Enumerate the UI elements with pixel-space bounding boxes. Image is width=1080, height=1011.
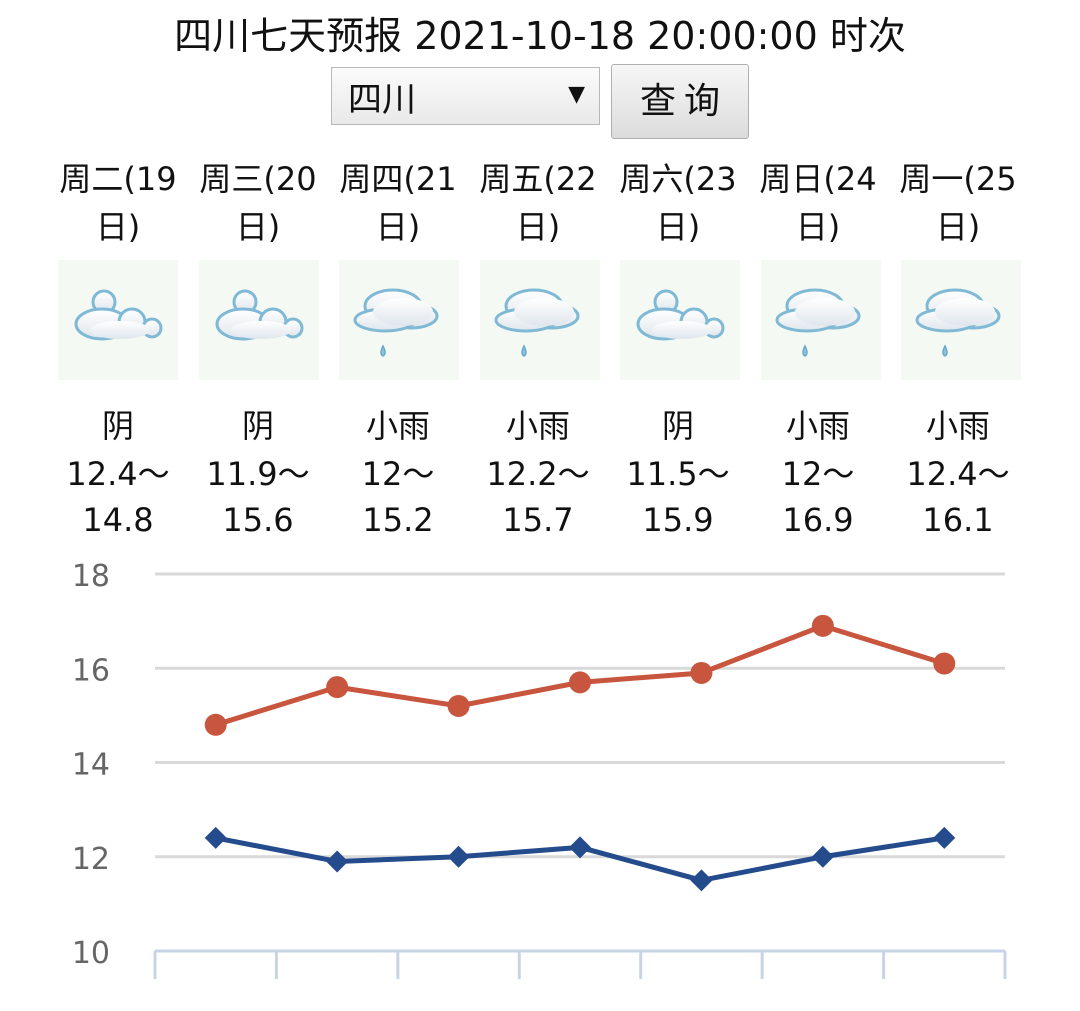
region-select-value: 四川 xyxy=(348,80,416,120)
day-label: 周一(25 日) xyxy=(888,155,1028,251)
temperature-range-low: 12.2～ xyxy=(486,455,590,493)
weather-description: 阴 xyxy=(241,407,274,445)
y-tick-label: 10 xyxy=(72,936,110,971)
day-label-weekday: 周日(24 xyxy=(759,160,877,198)
temperature-range: 12～ 15.2 xyxy=(328,451,468,543)
light-rain-icon xyxy=(480,260,600,380)
temperature-range-high: 15.9 xyxy=(642,501,714,539)
overcast-cloud-icon xyxy=(620,260,740,380)
data-point xyxy=(690,661,713,684)
data-point xyxy=(811,845,834,868)
data-point xyxy=(447,845,470,868)
data-point xyxy=(326,676,349,699)
day-label-suffix: 日) xyxy=(655,208,701,246)
day-label-weekday: 周一(25 xyxy=(899,160,1017,198)
day-label: 周日(24 日) xyxy=(748,155,888,251)
weather-description: 阴 xyxy=(661,407,694,445)
weather-description: 小雨 xyxy=(785,407,850,445)
temperature-range: 12.4～ 14.8 xyxy=(48,451,188,543)
temperature-range-low: 11.9～ xyxy=(206,455,310,493)
temperature-range-low: 11.5～ xyxy=(626,455,730,493)
day-label-suffix: 日) xyxy=(935,208,981,246)
weather-description: 阴 xyxy=(101,407,134,445)
y-tick-label: 12 xyxy=(72,842,110,877)
dropdown-arrow-icon: ▼ xyxy=(568,82,585,107)
overcast-cloud-icon xyxy=(58,260,178,380)
weather-description: 小雨 xyxy=(925,407,990,445)
query-button[interactable]: 查询 xyxy=(611,64,749,139)
temperature-range-low: 12.4～ xyxy=(906,455,1010,493)
temperature-range-high: 15.6 xyxy=(222,501,294,539)
temperature-range: 11.5～ 15.9 xyxy=(608,451,748,543)
region-select[interactable]: 四川 ▼ xyxy=(331,67,600,125)
temperature-range-high: 15.7 xyxy=(502,501,574,539)
day-label-suffix: 日) xyxy=(375,208,421,246)
data-point xyxy=(326,850,349,873)
day-label-suffix: 日) xyxy=(235,208,281,246)
temperature-range-low: 12～ xyxy=(361,455,435,493)
data-point xyxy=(690,869,713,892)
temperature-range: 11.9～ 15.6 xyxy=(188,451,328,543)
data-point xyxy=(204,713,227,736)
temperature-range-high: 16.9 xyxy=(782,501,854,539)
day-label-suffix: 日) xyxy=(95,208,141,246)
day-label: 周五(22 日) xyxy=(468,155,608,251)
temperature-range: 12～ 16.9 xyxy=(748,451,888,543)
light-rain-icon xyxy=(761,260,881,380)
data-point xyxy=(447,694,470,717)
day-label-suffix: 日) xyxy=(795,208,841,246)
data-point xyxy=(204,826,227,849)
temperature-chart: 10 12 14 16 18 xyxy=(72,559,1007,979)
light-rain-icon xyxy=(901,260,1021,380)
y-tick-label: 14 xyxy=(72,748,110,783)
temperature-range-low: 12～ xyxy=(781,455,855,493)
temperature-range-high: 14.8 xyxy=(82,501,154,539)
y-tick-label: 16 xyxy=(72,653,110,688)
data-point xyxy=(811,614,834,637)
temperature-range: 12.4～ 16.1 xyxy=(888,451,1028,543)
day-label-suffix: 日) xyxy=(515,208,561,246)
page-title: 四川七天预报 2021-10-18 20:00:00 时次 xyxy=(174,14,906,58)
y-tick-label: 18 xyxy=(72,559,110,594)
light-rain-icon xyxy=(339,260,459,380)
data-point xyxy=(933,652,956,675)
day-label-weekday: 周二(19 xyxy=(59,160,177,198)
data-point xyxy=(933,826,956,849)
day-label: 周六(23 日) xyxy=(608,155,748,251)
day-label-weekday: 周四(21 xyxy=(339,160,457,198)
temperature-range-high: 16.1 xyxy=(922,501,994,539)
day-label-weekday: 周五(22 xyxy=(479,160,597,198)
day-label: 周四(21 日) xyxy=(328,155,468,251)
temperature-range-low: 12.4～ xyxy=(66,455,170,493)
temperature-range: 12.2～ 15.7 xyxy=(468,451,608,543)
overcast-cloud-icon xyxy=(199,260,319,380)
data-point xyxy=(569,671,591,694)
weather-description: 小雨 xyxy=(365,407,430,445)
day-label: 周三(20 日) xyxy=(188,155,328,251)
weather-description: 小雨 xyxy=(505,407,570,445)
temperature-range-high: 15.2 xyxy=(362,501,434,539)
day-label-weekday: 周六(23 xyxy=(619,160,737,198)
data-point xyxy=(569,836,591,859)
day-label: 周二(19 日) xyxy=(48,155,188,251)
day-label-weekday: 周三(20 xyxy=(199,160,317,198)
